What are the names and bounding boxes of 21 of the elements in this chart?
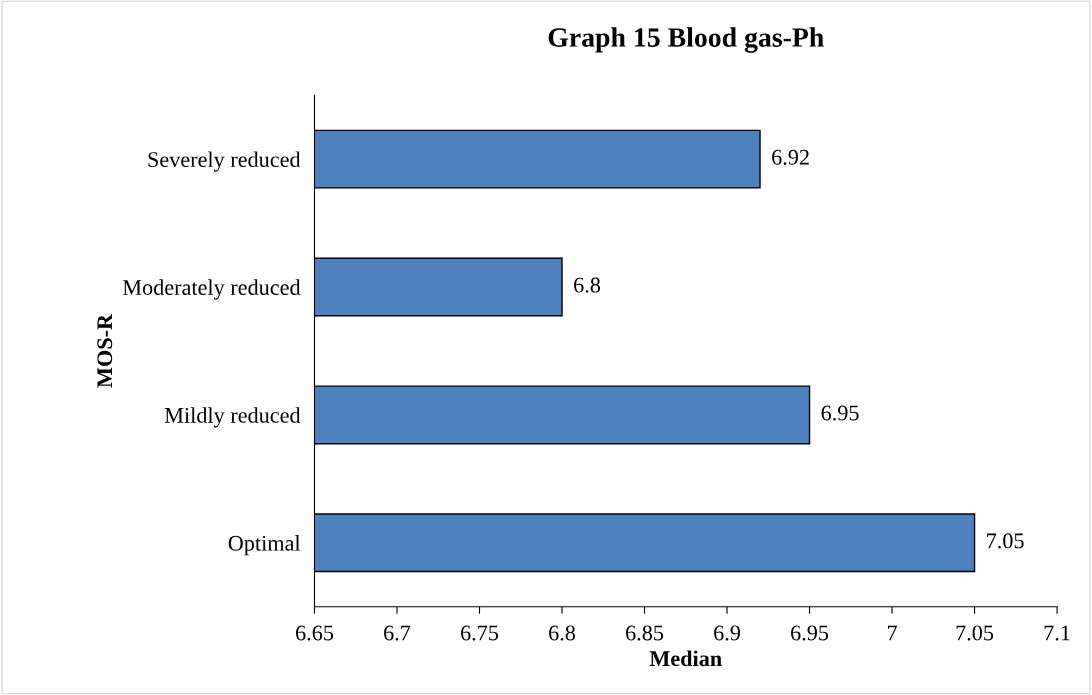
x-tick-label: 7.05	[956, 625, 994, 641]
data-label: 7.05	[987, 533, 1024, 549]
x-tick-label: 6.9	[714, 625, 741, 641]
data-label: 6.8	[574, 277, 601, 293]
x-axis-title: Median	[649, 650, 722, 667]
x-tick-label: 6.65	[296, 625, 334, 641]
x-tick-label: 6.75	[461, 625, 499, 641]
x-tick-label: 6.8	[549, 625, 576, 641]
x-tick-label: 6.85	[626, 625, 664, 641]
chart-title: Graph 15 Blood gas-Ph	[548, 27, 824, 53]
y-tick-label: Mildly reduced	[164, 407, 301, 428]
y-tick-label: Severely reduced	[148, 151, 301, 172]
x-tick-label: 6.7	[384, 625, 411, 641]
x-tick-label: 7	[887, 625, 897, 641]
y-tick-label: Optimal	[228, 535, 301, 556]
x-tick-label: 6.95	[791, 625, 829, 641]
data-label: 6.95	[821, 405, 859, 421]
y-tick-label: Moderately reduced	[122, 279, 301, 300]
y-axis-title: MOS-R	[97, 313, 113, 388]
x-tick-label: 7.1	[1044, 625, 1070, 641]
data-label: 6.92	[772, 149, 809, 165]
